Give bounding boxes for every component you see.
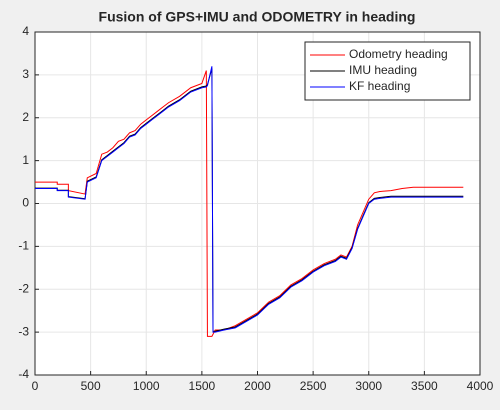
y-tick-label: 1 (22, 153, 29, 167)
series-line (35, 70, 464, 337)
y-tick-label: -3 (18, 324, 29, 338)
x-tick-label: 0 (32, 379, 39, 393)
x-tick-label: 3000 (355, 379, 382, 393)
series-line (35, 66, 464, 333)
legend-label: KF heading (349, 79, 410, 93)
y-tick-label: 2 (22, 110, 29, 124)
chart-title: Fusion of GPS+IMU and ODOMETRY in headin… (99, 9, 416, 25)
legend-label: IMU heading (349, 63, 417, 77)
axes-box (34, 31, 481, 376)
x-tick-label: 1500 (189, 379, 216, 393)
x-tick-label: 2500 (300, 379, 327, 393)
y-tick-label: 3 (22, 67, 29, 81)
legend-label: Odometry heading (349, 47, 448, 61)
x-tick-label: 3500 (411, 379, 438, 393)
x-tick-label: 2000 (244, 379, 271, 393)
x-tick-label: 4000 (467, 379, 494, 393)
y-tick-label: 4 (22, 24, 29, 38)
y-tick-label: -1 (18, 239, 29, 253)
x-tick-label: 500 (81, 379, 101, 393)
y-tick-label: 0 (22, 196, 29, 210)
y-tick-label: -2 (18, 281, 29, 295)
x-tick-label: 1000 (133, 379, 160, 393)
y-tick-label: -4 (18, 367, 29, 381)
